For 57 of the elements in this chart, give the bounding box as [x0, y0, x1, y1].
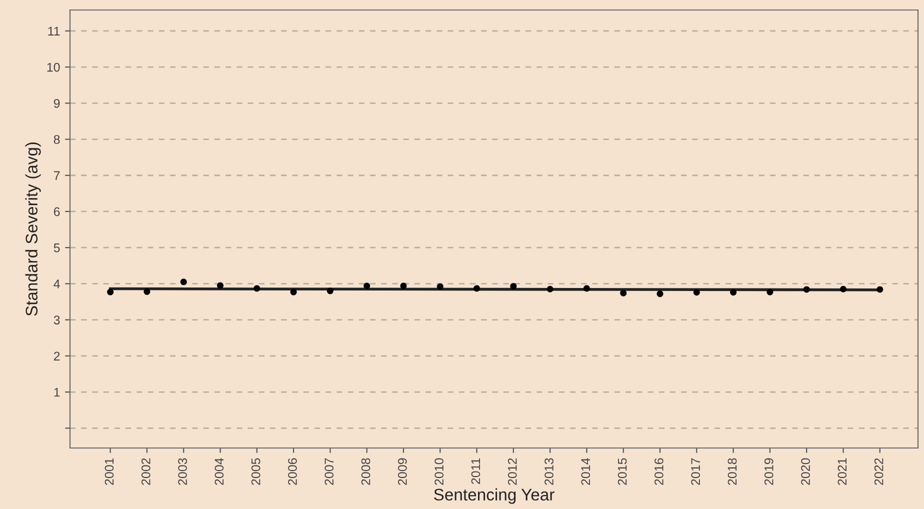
x-tick-label: 2007	[324, 458, 334, 485]
x-tick-label: 2002	[141, 458, 150, 485]
y-tick-label: 10	[47, 62, 60, 72]
point	[876, 286, 884, 293]
point	[656, 290, 664, 298]
point	[803, 286, 810, 293]
x-tick-label: 2003	[178, 458, 187, 485]
point	[180, 278, 187, 286]
x-tick-label: 2004	[214, 458, 224, 485]
x-tick-label: 2022	[874, 458, 884, 485]
x-tick-label: 2015	[618, 458, 627, 485]
point	[840, 286, 846, 292]
x-tick-label: 2021	[838, 458, 847, 485]
point	[144, 288, 150, 295]
y-tick-label: 6	[54, 207, 60, 216]
y-tick-label: 1	[54, 388, 60, 397]
point	[730, 289, 737, 296]
x-tick-label: 2005	[251, 458, 260, 485]
x-tick-label: 2018	[728, 458, 737, 485]
x-tick-label: 2013	[544, 458, 554, 485]
x-tick-label: 2001	[104, 458, 114, 485]
x-axis-title: Sentencing Year	[434, 488, 554, 504]
x-tick-label: 2020	[801, 458, 810, 485]
x-tick-label: 2012	[508, 458, 517, 485]
y-tick-label: 4	[54, 280, 60, 288]
y-tick-label: 2	[54, 352, 60, 360]
y-tick-label: 5	[54, 244, 60, 252]
point	[474, 285, 480, 292]
point	[326, 288, 334, 294]
point	[436, 283, 444, 290]
point	[510, 282, 517, 290]
y-tick-label: 7	[54, 171, 60, 180]
x-tick-label: 2009	[398, 458, 407, 485]
x-tick-label: 2008	[361, 458, 370, 485]
x-tick-label: 2011	[471, 458, 480, 484]
x-tick-label: 2019	[764, 458, 774, 485]
x-tick-label: 2017	[691, 458, 700, 485]
y-axis-title: Standard Severity (avg)	[25, 142, 41, 316]
point	[620, 290, 627, 296]
x-tick-label: 2014	[581, 458, 590, 485]
point	[254, 285, 260, 292]
point	[364, 282, 370, 290]
x-tick-label: 2016	[654, 458, 664, 485]
point	[583, 285, 590, 292]
y-tick-label: 8	[54, 135, 60, 144]
point	[400, 282, 407, 290]
y-tick-label: 9	[54, 98, 60, 108]
y-tick-label: 11	[48, 26, 60, 36]
point	[216, 282, 224, 289]
point	[693, 289, 700, 296]
point	[107, 288, 114, 296]
point	[766, 288, 774, 296]
point	[546, 286, 554, 292]
y-tick-label: 3	[54, 316, 60, 324]
x-tick-label: 2006	[288, 458, 297, 485]
point	[290, 288, 297, 296]
x-tick-label: 2010	[434, 458, 444, 485]
